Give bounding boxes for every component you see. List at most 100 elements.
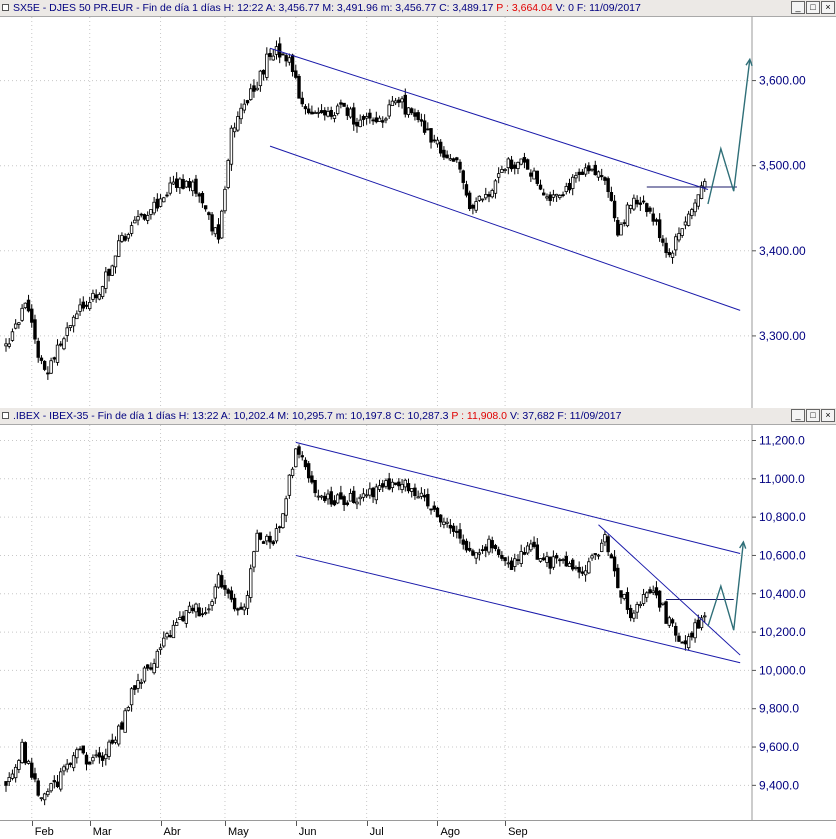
candle-body-down (664, 242, 668, 254)
candle-body-down (464, 184, 469, 196)
candle-body-up (567, 563, 572, 568)
month-label: Feb (34, 826, 54, 838)
candle-body-up (326, 493, 330, 500)
candle-body-down (329, 491, 333, 505)
candle-body-down (455, 530, 459, 533)
candle-body-up (265, 535, 269, 542)
quote-text-tail: V: 37,682 F: 11/09/2017 (507, 410, 622, 422)
candle-body-down (323, 495, 327, 502)
candle-body-up (532, 170, 536, 180)
window-controls: _ □ × (791, 1, 835, 14)
close-button[interactable]: × (821, 409, 835, 422)
price-chart-ibex[interactable]: 9,400.0 9,600.0 9,800.0 10,000.0 10,200.0 10,… (0, 425, 836, 820)
candle-body-up (355, 501, 359, 505)
chart-pane-ibex[interactable]: .IBEX - IBEX-35 - Fin de día 1 días H: 1… (0, 408, 836, 820)
candle-body-up (78, 304, 82, 312)
candle-body-down (229, 590, 234, 600)
candle-body-down (303, 459, 308, 468)
close-button[interactable]: × (821, 1, 835, 14)
candle-body-up (213, 227, 217, 235)
candle-body-up (625, 204, 630, 227)
candle-body-down (471, 204, 475, 209)
candle-body-down (490, 540, 494, 549)
candle-body-up (554, 193, 559, 197)
candle-body-up (377, 485, 382, 490)
candle-body-up (313, 112, 317, 115)
candle-body-up (686, 213, 691, 226)
candle-body-up (126, 234, 131, 239)
candle-body-up (590, 555, 594, 559)
candle-body-down (609, 554, 614, 559)
candle-body-up (416, 496, 420, 499)
candle-body-down (33, 319, 37, 340)
chart-pane-sx5e[interactable]: SX5E - DJES 50 PR.EUR - Fin de día 1 día… (0, 0, 836, 408)
candle-body-up (519, 551, 523, 564)
candle-body-up (448, 158, 453, 161)
month-label: Sep (508, 826, 528, 838)
candle-body-up (400, 98, 404, 103)
candle-body-down (509, 560, 514, 570)
candle-body-up (113, 255, 118, 268)
pane-menu-icon[interactable] (2, 412, 9, 419)
candle-body-up (686, 636, 691, 649)
candle-body-down (310, 111, 314, 115)
month-label: Jul (369, 826, 384, 838)
candle-body-up (7, 777, 11, 783)
candle-body-down (339, 492, 343, 500)
price-label: 3,500.00 (759, 159, 806, 173)
candle-body-down (261, 69, 266, 75)
candle-body-down (252, 85, 256, 92)
candle-body-up (690, 209, 694, 216)
candle-body-up (387, 104, 391, 117)
candle-body-up (406, 107, 411, 116)
candle-body-down (168, 635, 172, 638)
candle-body-up (348, 108, 353, 118)
candle-body-up (677, 233, 681, 241)
candle-body-up (242, 606, 246, 611)
minimize-button[interactable]: _ (791, 409, 805, 422)
candle-body-down (587, 165, 591, 172)
candle-body-down (648, 207, 652, 212)
candle-body-down (561, 194, 565, 197)
candle-body-up (603, 534, 607, 543)
candle-body-down (194, 178, 198, 194)
candle-body-down (667, 252, 672, 256)
candle-body-up (39, 797, 44, 800)
candle-body-up (596, 171, 601, 178)
candle-body-up (545, 556, 549, 563)
candle-body-up (174, 622, 179, 626)
pane-menu-icon[interactable] (2, 4, 9, 11)
candle-body-up (506, 562, 511, 565)
candle-body-down (345, 502, 350, 505)
minimize-button[interactable]: _ (791, 1, 805, 14)
candle-body-down (352, 107, 356, 125)
candle-body-up (583, 570, 588, 576)
candle-body-up (519, 158, 523, 165)
candle-body-down (480, 549, 485, 552)
candle-body-up (68, 325, 73, 328)
candle-body-down (558, 559, 562, 562)
candle-body-down (107, 268, 111, 276)
candle-body-down (445, 154, 449, 159)
candle-body-up (287, 57, 292, 63)
candle-body-down (641, 200, 646, 203)
maximize-button[interactable]: □ (806, 409, 820, 422)
candle-body-down (413, 487, 417, 497)
pane-header-ibex: .IBEX - IBEX-35 - Fin de día 1 días H: 1… (0, 408, 836, 425)
candle-body-up (632, 197, 636, 210)
candle-body-up (265, 53, 269, 78)
price-chart-sx5e[interactable]: 3,300.00 3,400.00 3,500.00 3,600.00 (0, 17, 836, 408)
candle-body-down (181, 615, 185, 622)
candle-body-up (133, 219, 137, 224)
maximize-button[interactable]: □ (806, 1, 820, 14)
candle-body-up (583, 167, 588, 175)
candle-body-up (149, 209, 153, 215)
candle-body-up (120, 235, 124, 242)
pane-header-sx5e: SX5E - DJES 50 PR.EUR - Fin de día 1 día… (0, 0, 836, 17)
candle-body-down (271, 541, 275, 545)
candle-body-down (542, 557, 546, 561)
candle-body-down (203, 205, 208, 210)
candle-body-down (268, 52, 272, 57)
candle-body-up (91, 757, 95, 762)
candle-body-up (493, 180, 498, 194)
